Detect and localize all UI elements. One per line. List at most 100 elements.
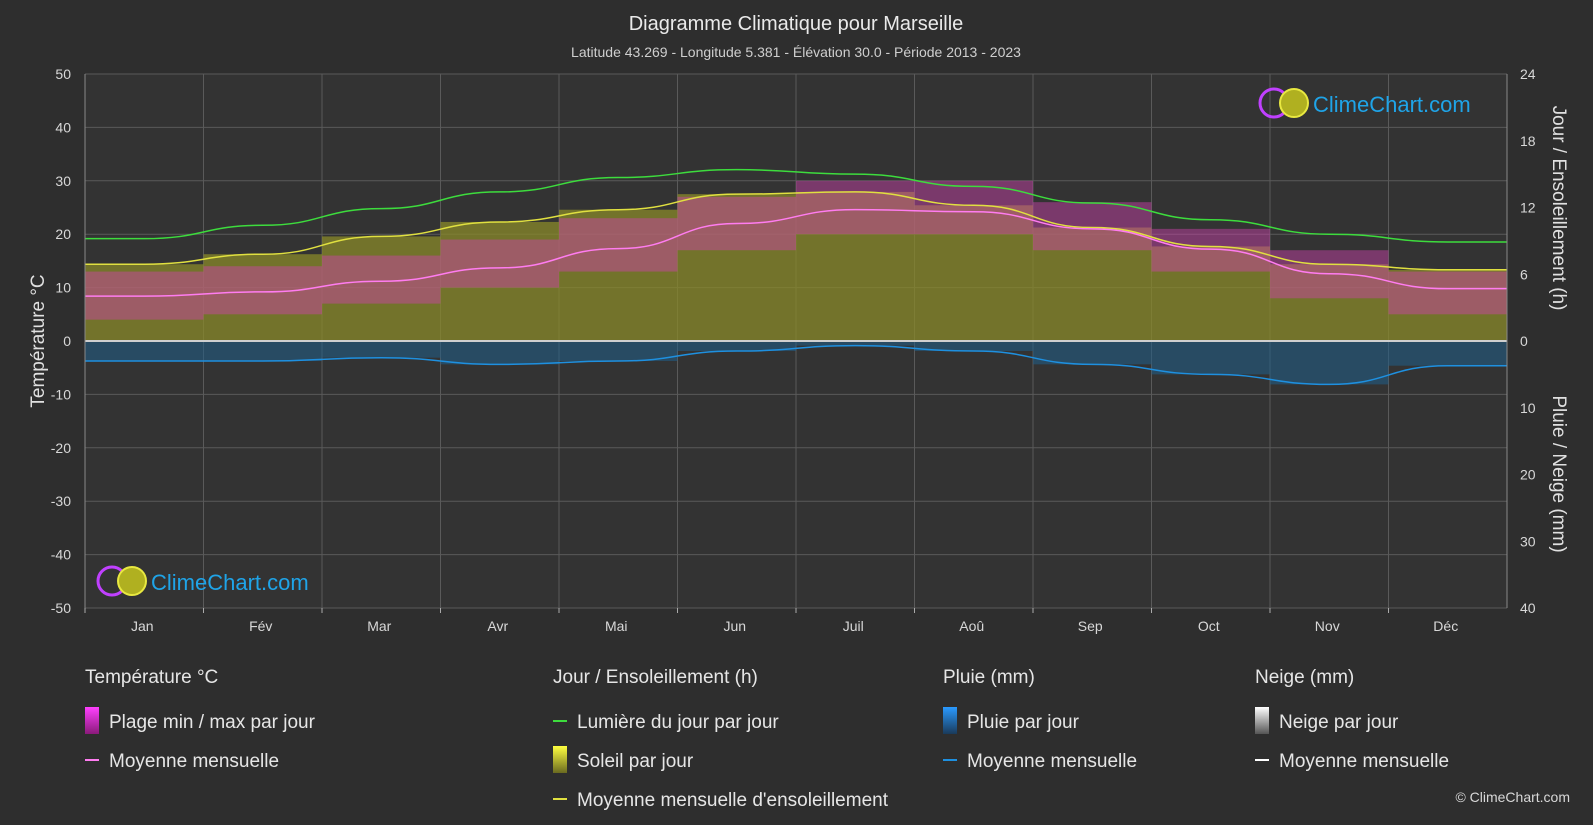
legend-item-label: Lumière du jour par jour — [577, 712, 779, 733]
axes: 50 40 30 20 10 0 -10 -20 -30 -40 -50 24 18 12 6 0 10 20 30… — [51, 66, 1536, 634]
temp-range-bar — [914, 180, 1033, 235]
x-tick-label: Déc — [1433, 618, 1458, 634]
legend-swatch — [553, 746, 567, 773]
sunshine-bar — [914, 205, 1033, 341]
rain-bar — [322, 341, 441, 358]
left-tick-label: -30 — [51, 493, 71, 509]
chart-title: Diagramme Climatique pour Marseille — [629, 13, 964, 35]
right-tick-label-hours: 18 — [1520, 133, 1536, 149]
legend-swatch — [85, 707, 99, 734]
logo-text: ClimeChart.com — [151, 570, 309, 595]
left-tick-label: 30 — [55, 173, 71, 189]
left-tick-label: 0 — [63, 333, 71, 349]
rain-bar — [1388, 341, 1507, 366]
sunshine-bar — [677, 194, 796, 341]
x-tick-label: Mai — [605, 618, 628, 634]
logo-icon — [96, 565, 147, 597]
sunshine-bar — [203, 254, 322, 341]
x-tick-label: Juil — [843, 618, 864, 634]
legend-group: Neige (mm) Neige par jour Moyenne mensuell… — [1255, 667, 1449, 772]
left-tick-label: 20 — [55, 226, 71, 242]
x-tick-label: Sep — [1078, 618, 1103, 634]
left-tick-label: 50 — [55, 66, 71, 82]
legend-group-title: Pluie (mm) — [943, 667, 1035, 688]
x-tick-label: Avr — [487, 618, 508, 634]
legend: Température °C Plage min / max par jour Mo… — [85, 667, 1449, 811]
temp-range-bar — [203, 266, 322, 315]
rain-bar — [914, 341, 1033, 352]
left-tick-label: -40 — [51, 547, 71, 563]
sunshine-bar — [85, 264, 204, 341]
right-tick-label-mm: 20 — [1520, 467, 1536, 483]
temp-range-bar — [1388, 271, 1507, 315]
right-tick-label-mm: 40 — [1520, 600, 1536, 616]
sunshine-bar — [440, 221, 559, 341]
rain-bar — [559, 341, 678, 362]
legend-item-label: Moyenne mensuelle — [109, 751, 279, 772]
legend-item-label: Neige par jour — [1279, 712, 1399, 733]
legend-group-title: Jour / Ensoleillement (h) — [553, 667, 758, 688]
sunshine-mean-line — [85, 191, 1507, 271]
legend-item-label: Plage min / max par jour — [109, 712, 316, 733]
x-tick-label: Nov — [1315, 618, 1340, 634]
legend-group: Température °C Plage min / max par jour Mo… — [85, 667, 316, 772]
rain-bar — [85, 341, 204, 362]
sunshine-bar — [322, 236, 441, 341]
legend-group-title: Température °C — [85, 667, 218, 688]
right-tick-label-hours: 24 — [1520, 66, 1536, 82]
x-tick-label: Jun — [723, 618, 746, 634]
rain-bar — [677, 341, 796, 352]
legend-swatch — [943, 707, 957, 734]
rain-bar — [1151, 341, 1270, 375]
right-axis-title-top: Jour / Ensoleillement (h) — [1548, 106, 1569, 311]
legend-item-label: Pluie par jour — [967, 712, 1080, 733]
x-tick-label: Aoû — [959, 618, 984, 634]
legend-group: Pluie (mm) Pluie par jour Moyenne mensuell… — [943, 667, 1137, 772]
logo-top: ClimeChart.com — [1258, 87, 1471, 119]
rain-bar — [1270, 341, 1389, 385]
temp-range-bar — [559, 218, 678, 272]
chart-subtitle: Latitude 43.269 - Longitude 5.381 - Élév… — [571, 44, 1021, 60]
rain-bar — [440, 341, 559, 365]
right-tick-label-mm: 30 — [1520, 533, 1536, 549]
legend-swatch — [1255, 707, 1269, 734]
legend-group-title: Neige (mm) — [1255, 667, 1354, 688]
legend-group: Jour / Ensoleillement (h) Lumière du jour… — [553, 667, 889, 811]
sunshine-bar — [559, 209, 678, 341]
series-lines — [85, 168, 1507, 386]
temp-mean-line — [85, 208, 1507, 297]
sunshine-bar — [1033, 227, 1152, 341]
rain-mean-line — [85, 344, 1507, 386]
sunshine-bar — [796, 191, 915, 341]
right-tick-label-hours: 6 — [1520, 266, 1528, 282]
right-tick-label-hours: 0 — [1520, 333, 1528, 349]
left-tick-label: -50 — [51, 600, 71, 616]
temp-range-bar — [1033, 202, 1152, 251]
left-tick-label: 40 — [55, 119, 71, 135]
sunshine-bar — [1388, 269, 1507, 341]
x-tick-label: Oct — [1198, 618, 1220, 634]
daylight-line — [85, 168, 1507, 243]
rain-bar — [796, 341, 915, 346]
x-tick-label: Fév — [249, 618, 272, 634]
rain-bar — [203, 341, 322, 362]
left-axis-title: Température °C — [28, 274, 49, 407]
temp-range-bar — [796, 180, 915, 235]
right-axis-title-bottom: Pluie / Neige (mm) — [1548, 395, 1569, 552]
right-tick-label-mm: 10 — [1520, 400, 1536, 416]
copyright: © ClimeChart.com — [1455, 789, 1570, 805]
legend-item-label: Moyenne mensuelle d'ensoleillement — [577, 790, 889, 811]
logo-icon — [1258, 87, 1309, 119]
logo-text: ClimeChart.com — [1313, 92, 1471, 117]
legend-item-label: Moyenne mensuelle — [1279, 751, 1449, 772]
left-tick-label: -20 — [51, 440, 71, 456]
rain-bar — [1033, 341, 1152, 365]
legend-item-label: Moyenne mensuelle — [967, 751, 1137, 772]
left-tick-label: -10 — [51, 386, 71, 402]
left-tick-label: 10 — [55, 280, 71, 296]
legend-item-label: Soleil par jour — [577, 751, 694, 772]
sunshine-bar — [1151, 246, 1270, 341]
logo-bottom: ClimeChart.com — [96, 565, 309, 597]
x-tick-label: Mar — [367, 618, 391, 634]
